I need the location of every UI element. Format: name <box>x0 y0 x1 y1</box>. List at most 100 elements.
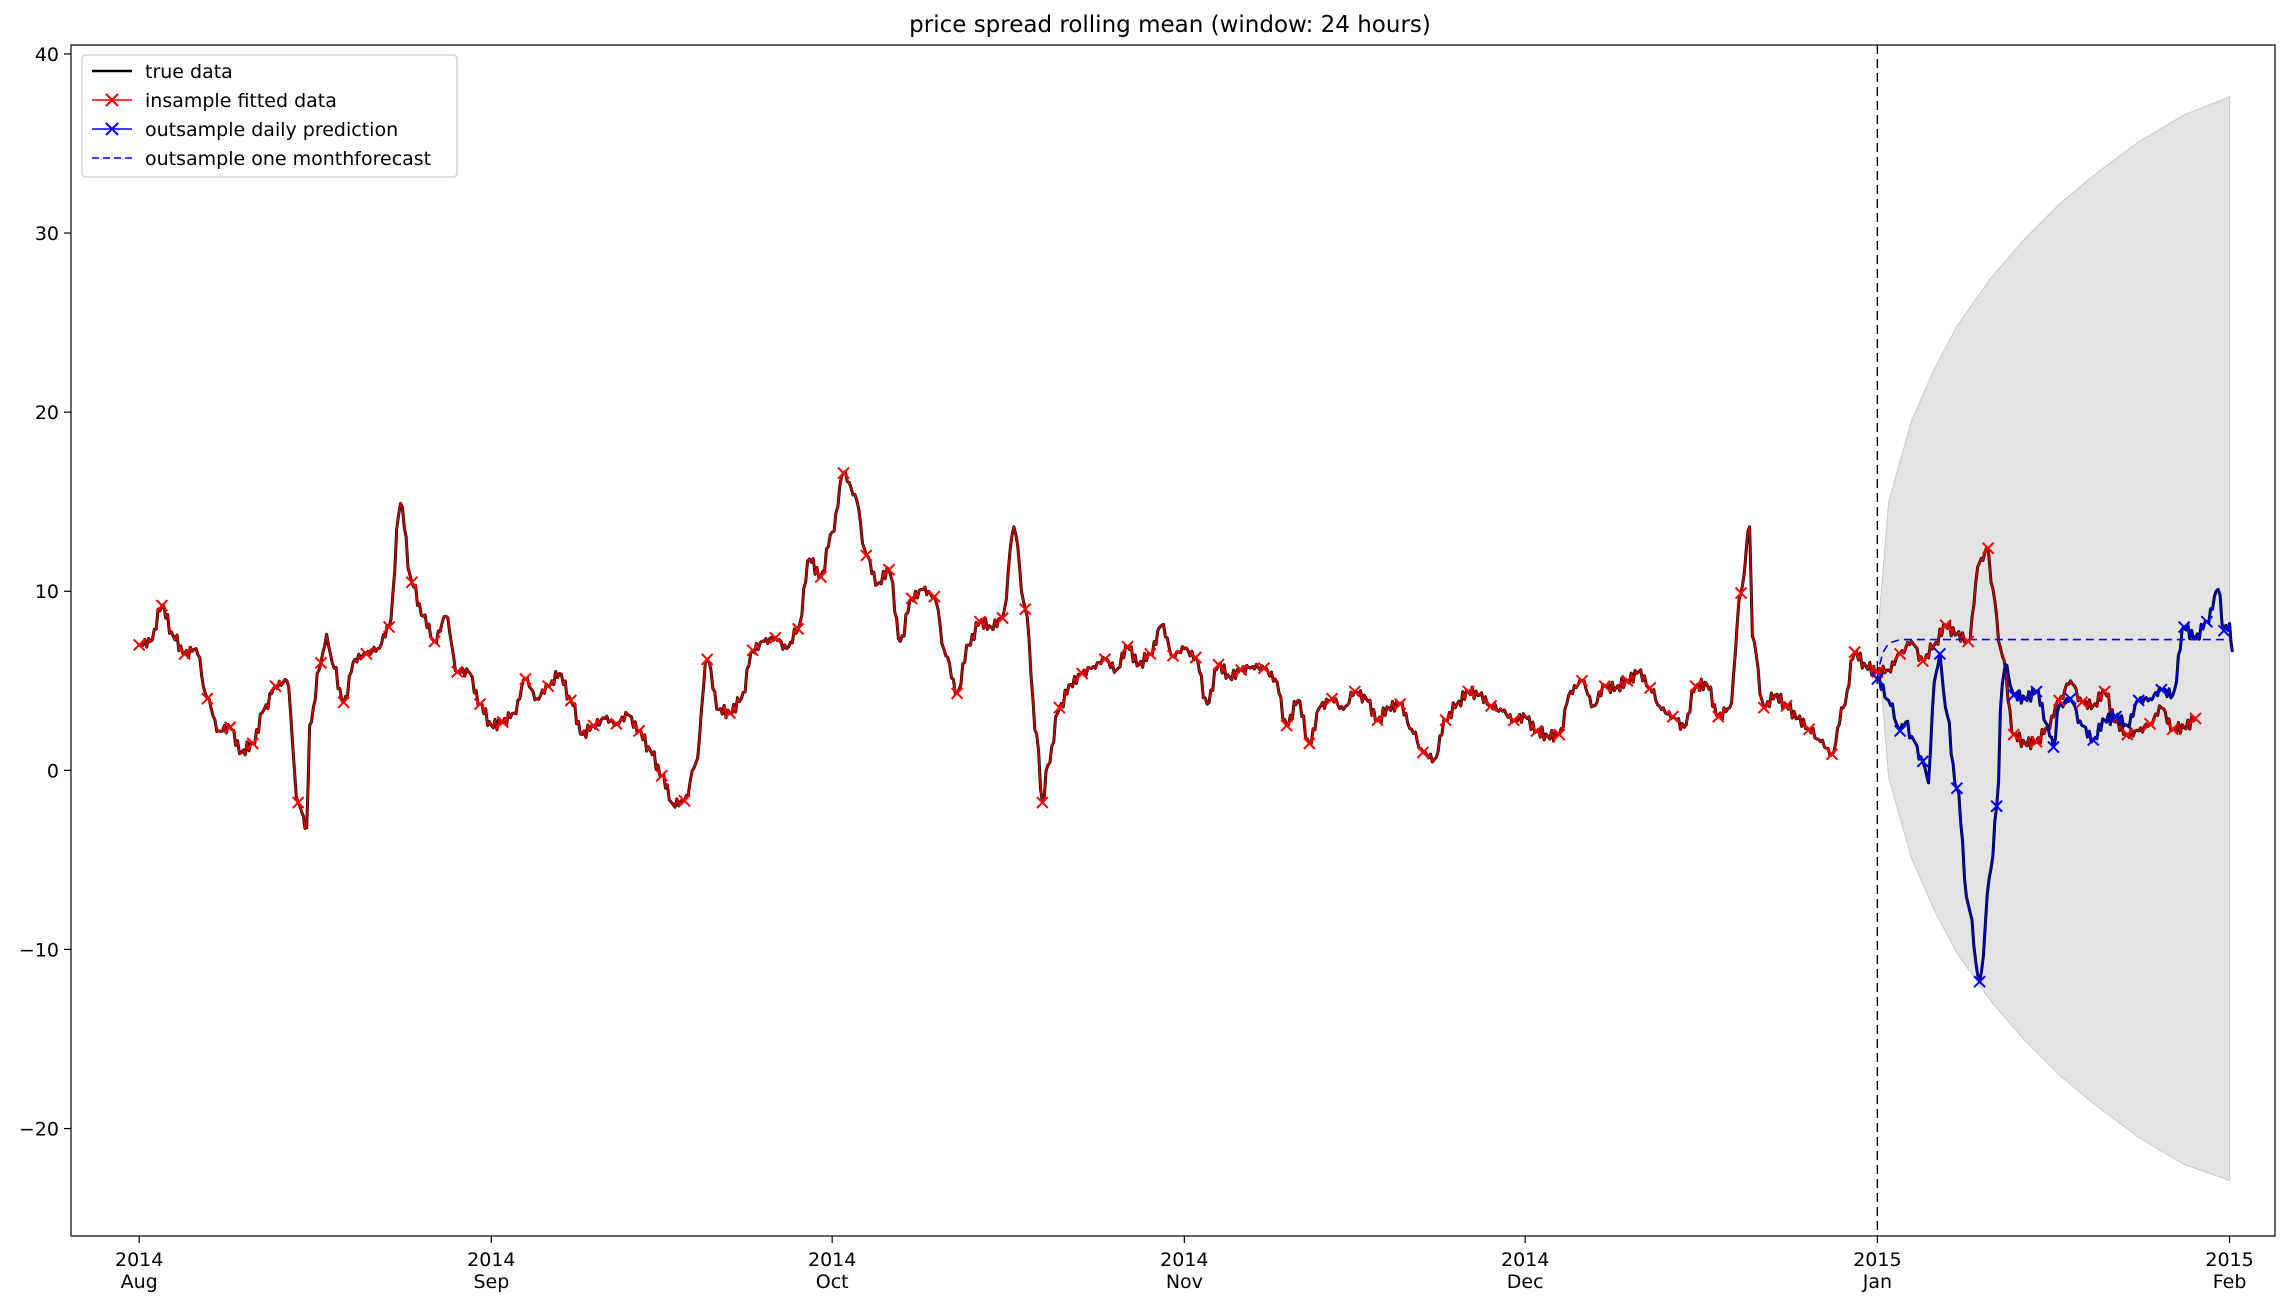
point-insample-fitted-data-28 <box>428 635 441 648</box>
x-tick-year-4: 2014 <box>1501 1249 1549 1271</box>
point-insample-fitted-data-100 <box>1234 663 1248 677</box>
chart-title: price spread rolling mean (window: 24 ho… <box>909 12 1431 38</box>
point-insample-fitted-data-46 <box>632 724 646 738</box>
point-insample-fitted-data-90 <box>1121 640 1134 653</box>
point-insample-fitted-data-20 <box>337 696 350 709</box>
point-insample-fitted-data-80 <box>1019 602 1032 616</box>
point-insample-fitted-data-124 <box>1507 713 1521 727</box>
point-outsample-daily-prediction-27 <box>2109 710 2123 723</box>
point-insample-fitted-data-165 <box>1962 635 1975 648</box>
point-insample-fitted-data-54 <box>723 706 737 720</box>
point-insample-fitted-data-122 <box>1484 699 1498 713</box>
point-insample-fitted-data-34 <box>496 715 509 729</box>
point-insample-fitted-data-120 <box>1462 685 1475 698</box>
point-insample-fitted-data-102 <box>1257 662 1271 675</box>
point-insample-fitted-data-130 <box>1575 674 1589 688</box>
point-insample-fitted-data-74 <box>950 687 964 700</box>
point-insample-fitted-data-170 <box>2007 728 2020 741</box>
point-insample-fitted-data-110 <box>1348 685 1361 698</box>
point-insample-fitted-data-66 <box>860 549 873 562</box>
point-insample-fitted-data-22 <box>360 647 373 661</box>
point-outsample-daily-prediction-35 <box>2200 615 2214 628</box>
point-outsample-daily-prediction-2 <box>1893 724 1907 738</box>
point-insample-fitted-data-70 <box>905 592 918 605</box>
point-insample-fitted-data-82 <box>1036 796 1049 809</box>
point-insample-fitted-data-48 <box>655 769 668 782</box>
x-tick-month-2: Oct <box>816 1271 849 1293</box>
x-axis: 2014Aug2014Sep2014Oct2014Nov2014Dec2015J… <box>115 1236 2254 1293</box>
x-tick-month-1: Sep <box>473 1271 509 1293</box>
point-insample-fitted-data-56 <box>746 644 759 657</box>
point-insample-fitted-data-132 <box>1598 679 1611 693</box>
point-insample-fitted-data-88 <box>1098 653 1112 666</box>
y-axis: 40 30 20 10 0 −10 −20 <box>19 44 71 1141</box>
point-insample-fitted-data-44 <box>610 717 623 730</box>
point-insample-fitted-data-10 <box>246 737 259 750</box>
point-insample-fitted-data-128 <box>1553 728 1566 741</box>
point-insample-fitted-data-26 <box>405 576 419 589</box>
point-insample-fitted-data-126 <box>1530 724 1543 738</box>
point-outsample-daily-prediction-17 <box>2007 688 2020 702</box>
point-insample-fitted-data-86 <box>1075 667 1089 680</box>
point-insample-fitted-data-149 <box>1780 699 1793 713</box>
point-insample-fitted-data-30 <box>451 665 464 679</box>
point-insample-fitted-data-17 <box>314 656 328 670</box>
point-insample-fitted-data-94 <box>1166 649 1180 662</box>
x-tick-month-6: Feb <box>2213 1271 2247 1293</box>
point-insample-fitted-data-147 <box>1757 701 1770 714</box>
x-tick-year-1: 2014 <box>467 1249 515 1271</box>
point-insample-fitted-data-174 <box>2052 694 2066 707</box>
series-line-outsample-daily-prediction <box>1876 588 2234 983</box>
y-tick-label-5: −10 <box>19 939 59 961</box>
point-insample-fitted-data-159 <box>1893 647 1907 661</box>
point-outsample-daily-prediction-21 <box>2047 740 2060 754</box>
point-outsample-daily-prediction-33 <box>2177 620 2191 634</box>
point-insample-fitted-data-180 <box>2121 728 2134 741</box>
point-insample-fitted-data-108 <box>1325 692 1339 705</box>
point-insample-fitted-data-0 <box>132 638 146 652</box>
point-insample-fitted-data-92 <box>1144 647 1157 661</box>
point-insample-fitted-data-144 <box>1734 586 1748 600</box>
point-insample-fitted-data-163 <box>1939 619 1952 632</box>
legend: true data insample fitted data outsample… <box>81 54 458 178</box>
plot-frame <box>70 44 2276 1237</box>
point-outsample-daily-prediction-31 <box>2155 683 2168 696</box>
point-insample-fitted-data-64 <box>837 466 850 480</box>
marker-layer <box>132 466 2231 988</box>
point-insample-fitted-data-12 <box>269 679 282 693</box>
point-outsample-daily-prediction-5 <box>1916 755 1930 768</box>
point-insample-fitted-data-140 <box>1689 679 1702 693</box>
point-outsample-daily-prediction-37 <box>2217 624 2231 637</box>
point-outsample-daily-prediction-14 <box>1990 799 2003 813</box>
point-insample-fitted-data-176 <box>2075 696 2089 709</box>
y-tick-label-3: 10 <box>35 581 59 603</box>
y-tick-label-1: 30 <box>35 223 59 245</box>
point-insample-fitted-data-184 <box>2166 722 2179 736</box>
point-insample-fitted-data-116 <box>1416 746 1430 759</box>
point-insample-fitted-data-172 <box>2030 735 2043 748</box>
point-insample-fitted-data-50 <box>678 794 691 807</box>
point-outsample-daily-prediction-25 <box>2087 733 2100 747</box>
point-insample-fitted-data-38 <box>541 679 555 693</box>
legend-label-outsample-daily: outsample daily prediction <box>145 119 398 141</box>
y-tick-label-0: 40 <box>35 44 59 66</box>
legend-box <box>81 54 458 178</box>
point-insample-fitted-data-114 <box>1394 697 1407 711</box>
point-insample-fitted-data-62 <box>814 570 828 584</box>
point-outsample-daily-prediction-10 <box>1950 782 1964 795</box>
point-insample-fitted-data-106 <box>1303 737 1316 750</box>
point-insample-fitted-data-68 <box>882 563 896 576</box>
point-outsample-daily-prediction-19 <box>2030 685 2043 698</box>
y-tick-label-4: 0 <box>47 760 59 782</box>
x-tick-month-4: Dec <box>1507 1271 1544 1293</box>
point-outsample-daily-prediction-12 <box>1973 975 1986 988</box>
x-tick-year-5: 2015 <box>1853 1249 1901 1271</box>
point-insample-fitted-data-136 <box>1643 681 1657 695</box>
point-insample-fitted-data-167 <box>1981 542 1995 555</box>
point-insample-fitted-data-36 <box>519 672 532 686</box>
point-insample-fitted-data-153 <box>1825 748 1839 761</box>
point-insample-fitted-data-142 <box>1712 710 1725 723</box>
point-insample-fitted-data-4 <box>178 647 191 661</box>
point-insample-fitted-data-161 <box>1916 654 1930 668</box>
